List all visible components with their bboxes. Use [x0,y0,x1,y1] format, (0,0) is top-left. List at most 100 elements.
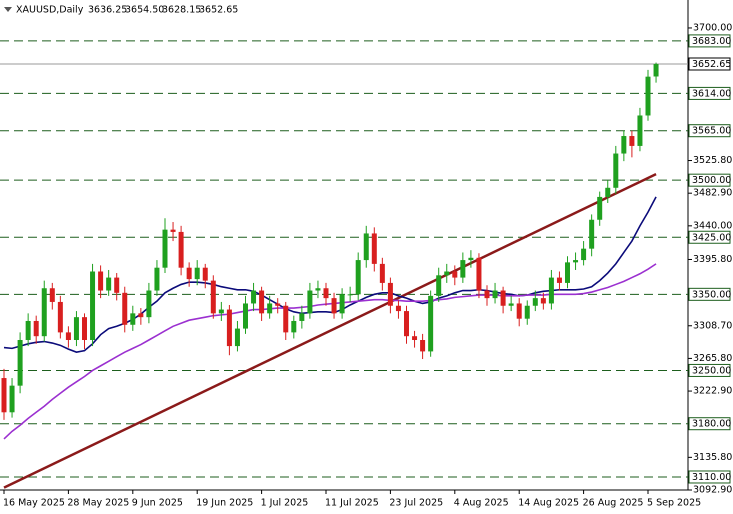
candle-body [404,311,409,337]
candle-body [387,282,393,306]
candle-body [565,262,570,283]
candle-body [162,229,168,268]
level-label-box [688,470,731,484]
candle-body [412,336,418,340]
level-label: 3350.00 [692,289,731,300]
candle-body [146,290,152,318]
header-close: 3652.65 [199,5,238,16]
y-tick-label: 3395.80 [693,254,732,265]
candle-body [251,290,257,304]
candle-body [556,277,562,283]
candle-body [621,136,627,154]
candle-body [379,263,385,283]
candle-body [9,385,15,413]
candle-body [25,320,31,340]
candle-body [331,298,337,314]
candle-body [291,320,297,333]
y-tick-label: 3308.70 [693,320,732,331]
candle-body [540,298,546,304]
candle-body [283,305,289,333]
candle-body [524,305,530,319]
candle-body [597,196,603,220]
x-tick-label: 9 Jun 2025 [132,498,183,509]
y-tick-label: 3700.00 [693,22,732,33]
candle-body [114,277,120,293]
candle-body [460,260,466,278]
candle-body [307,290,313,314]
level-label: 3250.00 [692,365,731,376]
level-label-box [688,287,731,301]
x-tick-label: 16 May 2025 [3,498,65,509]
candle-body [637,115,643,146]
candle-body [267,303,273,314]
candle-body [444,271,450,276]
candle-body [275,303,281,306]
candle-body [154,267,160,291]
candle-body [468,257,474,261]
candle-body [315,288,321,291]
candle-body [476,257,482,291]
y-tick-label: 3092.90 [693,485,732,496]
candle-body [122,292,128,325]
level-label: 3500.00 [692,175,731,186]
candle-body [194,267,200,280]
candle-body [613,153,619,188]
level-label: 3683.00 [692,36,731,47]
candle-body [218,309,224,314]
trendline [3,172,657,489]
chart-title: XAUUSD,Daily [16,5,84,16]
candle-body [339,294,345,314]
candle-body [581,248,587,261]
candle-body [573,260,579,263]
candle-body [65,332,71,340]
candle-body [202,267,208,281]
candle-body [178,231,184,268]
y-tick-label: 3482.90 [693,188,732,199]
candle-body [41,288,47,337]
candle-body [532,298,538,306]
candle-body [363,233,369,261]
candle-body [436,275,442,296]
candle-body [420,339,426,352]
candle-body [138,313,144,318]
candle-body [1,378,7,413]
x-tick-label: 19 Jun 2025 [196,498,253,509]
level-label: 3614.00 [692,88,731,99]
level-label-box [688,34,731,48]
candle-body [452,271,458,278]
candle-body [243,303,248,329]
candle-body [629,136,635,146]
level-label: 3425.00 [692,232,731,243]
x-tick-label: 4 Aug 2025 [454,498,509,509]
candle-body [98,271,104,291]
level-label-box [688,86,731,100]
candle-body [57,301,63,333]
x-tick-label: 11 Jul 2025 [325,498,379,509]
moving-average [3,263,657,440]
candle-body [33,320,39,337]
candle-body [645,76,651,116]
candle-body [259,290,265,314]
candle-body [605,187,611,197]
candle-body [73,317,79,340]
candle-body [210,280,216,314]
candle-body [355,260,361,295]
candle-body [428,295,434,352]
last-price-label: 3652.65 [692,59,731,70]
symbol-icon [4,7,12,12]
candle-body [484,290,490,299]
candle-body [516,303,522,319]
header-open: 3636.25 [88,5,127,16]
level-label: 3565.00 [692,126,731,137]
candle-body [492,290,498,299]
candle-body [323,288,329,299]
x-tick-label: 26 Aug 2025 [583,498,644,509]
x-tick-label: 28 May 2025 [67,498,129,509]
candle-body [508,303,514,306]
header-high: 3654.50 [125,5,164,16]
candle-body [653,63,659,77]
y-tick-label: 3525.80 [693,155,732,166]
x-tick-label: 14 Aug 2025 [518,498,579,509]
last-price-box [688,57,731,71]
